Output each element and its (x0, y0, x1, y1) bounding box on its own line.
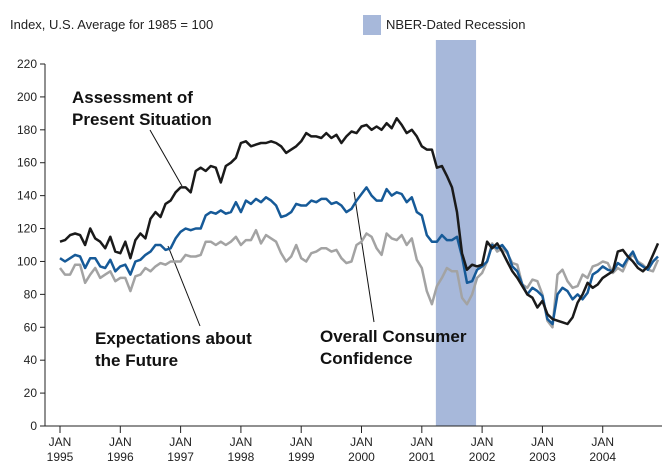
pointer (353, 191, 375, 323)
annotation: Expectations about (95, 329, 252, 348)
series-line (59, 186, 659, 326)
y-tick-label: 160 (17, 156, 37, 170)
x-tick-label: 1995 (47, 450, 74, 464)
x-tick-label: JAN (531, 435, 554, 449)
annotation: the Future (95, 351, 178, 370)
annotation: Assessment of (72, 88, 193, 107)
y-tick-label: 180 (17, 123, 37, 137)
x-tick-label: 1997 (167, 450, 194, 464)
y-tick-label: 120 (17, 222, 37, 236)
x-tick-label: 1999 (288, 450, 315, 464)
y-tick-label: 0 (30, 419, 37, 433)
x-tick-label: 2003 (529, 450, 556, 464)
x-tick-label: 1998 (228, 450, 255, 464)
series-line (59, 117, 660, 326)
x-tick-label: JAN (471, 435, 494, 449)
y-tick-label: 220 (17, 57, 37, 71)
x-tick-label: JAN (109, 435, 132, 449)
x-tick-label: JAN (290, 435, 313, 449)
x-tick-label: 2002 (469, 450, 496, 464)
x-tick-label: 1996 (107, 450, 134, 464)
recession-band (435, 40, 477, 426)
x-tick-label: JAN (591, 435, 614, 449)
y-tick-label: 20 (24, 386, 38, 400)
x-tick-label: JAN (410, 435, 433, 449)
y-tick-label: 100 (17, 254, 37, 268)
y-tick-label: 40 (24, 353, 38, 367)
x-tick-label: JAN (350, 435, 373, 449)
subtitle: Index, U.S. Average for 1985 = 100 (10, 17, 213, 32)
legend-swatch (363, 15, 381, 35)
y-tick-label: 60 (24, 320, 38, 334)
annotation: Overall Consumer (320, 327, 467, 346)
annotation: Confidence (320, 349, 413, 368)
x-tick-label: 2004 (589, 450, 616, 464)
x-tick-label: JAN (49, 435, 72, 449)
y-tick-label: 200 (17, 90, 37, 104)
x-tick-label: 2000 (348, 450, 375, 464)
pointer (149, 129, 183, 187)
legend-label: NBER-Dated Recession (386, 17, 525, 32)
y-tick-label: 140 (17, 189, 37, 203)
x-tick-label: 2001 (408, 450, 435, 464)
y-tick-label: 80 (24, 287, 38, 301)
series-line (59, 228, 660, 329)
x-tick-label: JAN (230, 435, 253, 449)
pointer (167, 245, 201, 327)
annotation: Present Situation (72, 110, 212, 129)
x-tick-label: JAN (169, 435, 192, 449)
